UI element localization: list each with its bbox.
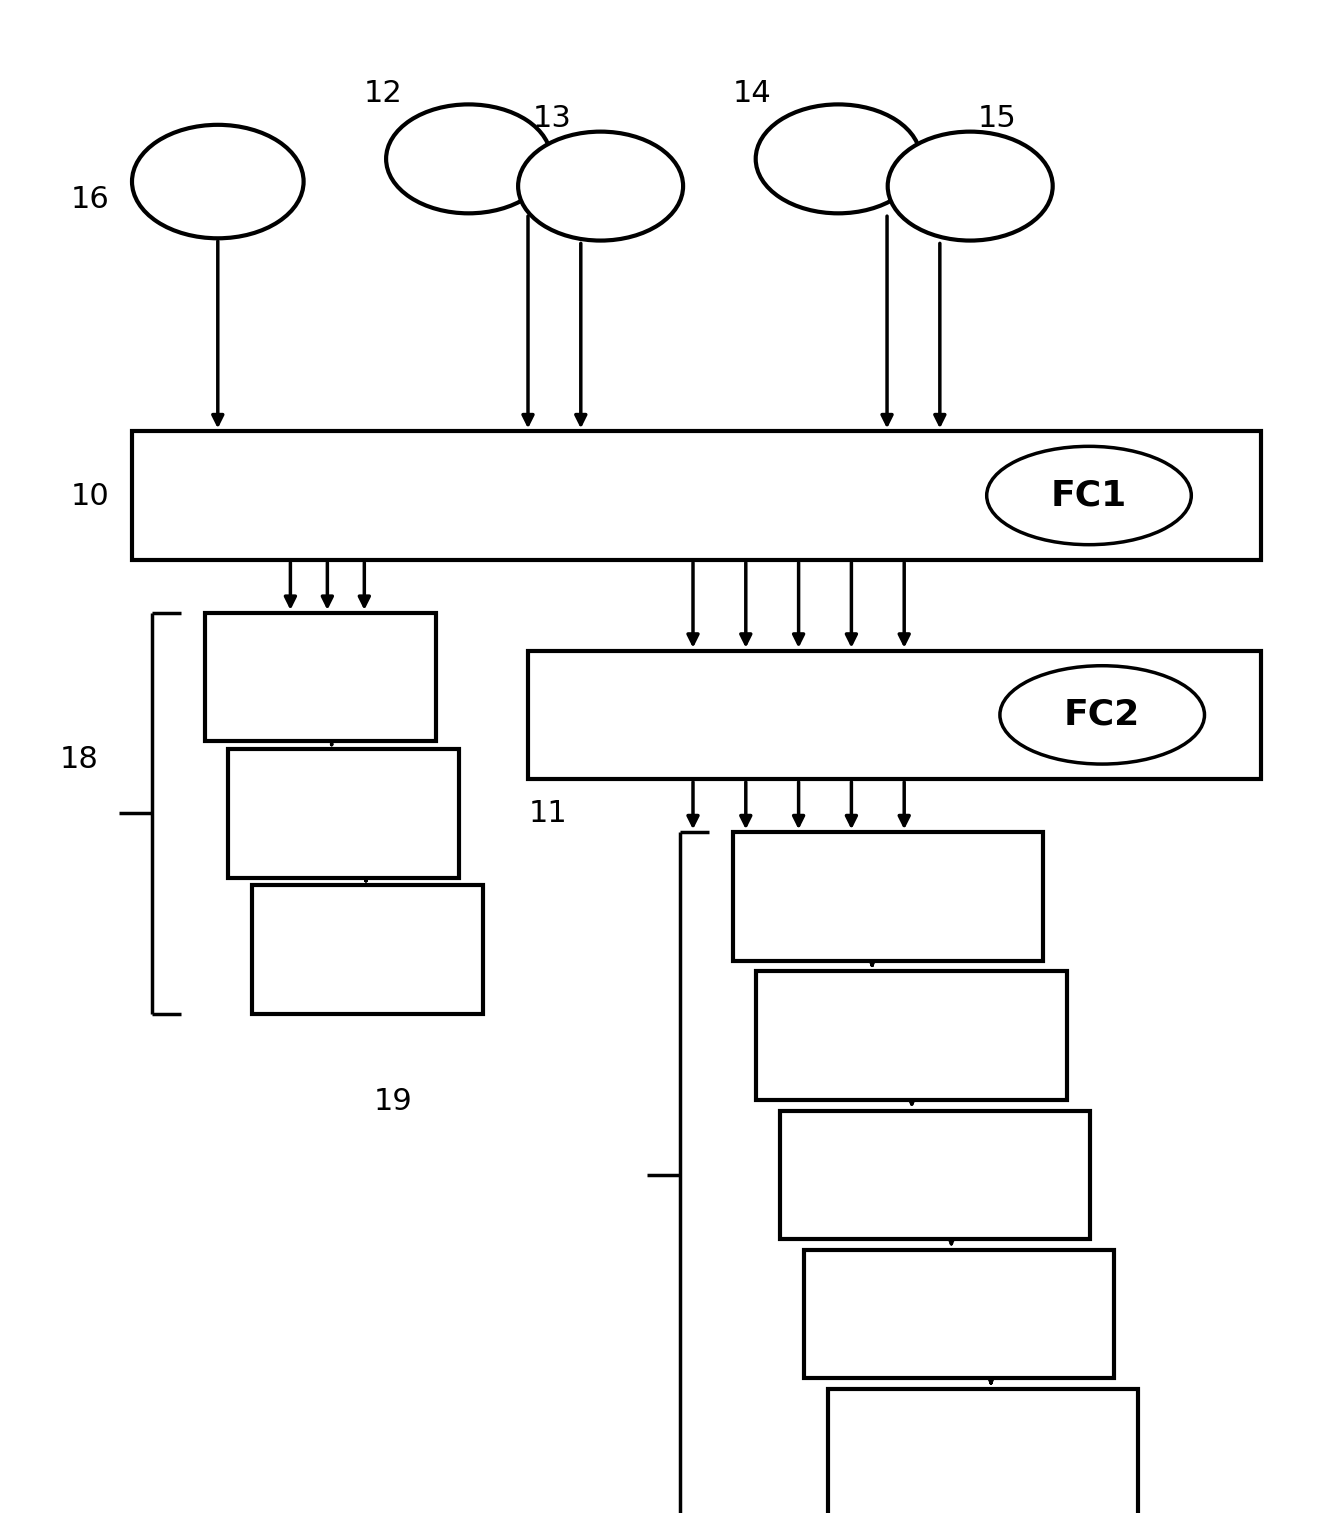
Text: 14: 14: [733, 79, 772, 109]
Text: FC2: FC2: [1064, 697, 1140, 732]
Bar: [132, 431, 1261, 560]
Text: 18: 18: [59, 744, 99, 775]
Text: FC1: FC1: [1051, 478, 1127, 513]
Text: 13: 13: [532, 103, 572, 133]
Ellipse shape: [986, 446, 1191, 545]
Text: 11: 11: [528, 799, 568, 829]
Bar: [804, 1250, 1114, 1378]
Bar: [205, 613, 436, 741]
Bar: [780, 1111, 1090, 1239]
Bar: [528, 651, 1261, 779]
Ellipse shape: [517, 132, 684, 241]
Ellipse shape: [887, 132, 1052, 241]
Text: 15: 15: [977, 103, 1016, 133]
Text: 12: 12: [363, 79, 403, 109]
Bar: [828, 1389, 1138, 1513]
Text: 19: 19: [374, 1086, 413, 1117]
Text: 10: 10: [70, 481, 110, 511]
Ellipse shape: [1001, 666, 1204, 764]
Text: 16: 16: [70, 185, 110, 215]
Bar: [228, 749, 459, 878]
Bar: [252, 885, 483, 1014]
Bar: [733, 832, 1043, 961]
Bar: [756, 971, 1067, 1100]
